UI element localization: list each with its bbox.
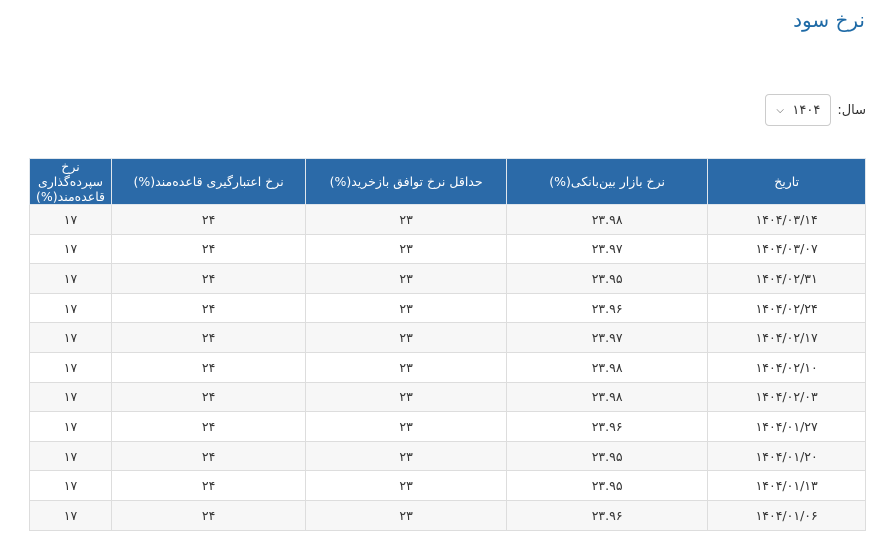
- table-row: ۱۴۰۴/۰۱/۱۳ ۲۳.۹۵ ۲۳ ۲۴ ۱۷: [28, 470, 866, 501]
- cell-min-repo-rate: ۲۳: [305, 204, 507, 235]
- cell-lending-facility-rate: ۲۴: [111, 499, 307, 531]
- cell-min-repo-rate: ۲۳: [305, 470, 507, 501]
- cell-min-repo-rate: ۲۳: [305, 381, 507, 413]
- cell-deposit-facility-rate: ۱۷: [28, 381, 113, 413]
- cell-date: ۱۴۰۴/۰۱/۲۷: [707, 411, 866, 442]
- cell-min-repo-rate: ۲۳: [305, 440, 507, 472]
- table-header-row: تاریخ نرخ بازار بین‌بانکی(%) حداقل نرخ ت…: [28, 158, 866, 205]
- header-deposit-facility-rate[interactable]: نرخ سپرده‌گذاری قاعده‌مند(%): [28, 158, 113, 205]
- cell-deposit-facility-rate: ۱۷: [28, 440, 113, 472]
- cell-interbank-rate: ۲۳.۹۶: [505, 292, 709, 324]
- year-label: سال:: [837, 102, 866, 118]
- cell-deposit-facility-rate: ۱۷: [28, 499, 113, 531]
- table-row: ۱۴۰۴/۰۲/۲۴ ۲۳.۹۶ ۲۳ ۲۴ ۱۷: [28, 292, 866, 324]
- chevron-down-icon: ⌵: [776, 104, 784, 116]
- cell-interbank-rate: ۲۳.۹۸: [505, 204, 709, 235]
- cell-min-repo-rate: ۲۳: [305, 499, 507, 531]
- table-row: ۱۴۰۴/۰۳/۱۴ ۲۳.۹۸ ۲۳ ۲۴ ۱۷: [28, 204, 866, 235]
- cell-lending-facility-rate: ۲۴: [111, 233, 307, 265]
- cell-date: ۱۴۰۴/۰۲/۳۱: [707, 263, 866, 294]
- table-row: ۱۴۰۴/۰۱/۰۶ ۲۳.۹۶ ۲۳ ۲۴ ۱۷: [28, 499, 866, 531]
- cell-date: ۱۴۰۴/۰۲/۱۰: [707, 351, 866, 383]
- cell-date: ۱۴۰۴/۰۳/۱۴: [707, 204, 866, 235]
- cell-lending-facility-rate: ۲۴: [111, 292, 307, 324]
- page-title: نرخ سود: [793, 8, 865, 32]
- cell-date: ۱۴۰۴/۰۳/۰۷: [707, 233, 866, 265]
- cell-lending-facility-rate: ۲۴: [111, 204, 307, 235]
- cell-interbank-rate: ۲۳.۹۸: [505, 351, 709, 383]
- cell-deposit-facility-rate: ۱۷: [28, 470, 113, 501]
- cell-date: ۱۴۰۴/۰۱/۱۳: [707, 470, 866, 501]
- header-lending-facility-rate[interactable]: نرخ اعتبارگیری قاعده‌مند(%): [111, 158, 307, 205]
- cell-date: ۱۴۰۴/۰۲/۲۴: [707, 292, 866, 324]
- cell-date: ۱۴۰۴/۰۱/۰۶: [707, 499, 866, 531]
- table-row: ۱۴۰۴/۰۲/۱۰ ۲۳.۹۸ ۲۳ ۲۴ ۱۷: [28, 351, 866, 383]
- cell-interbank-rate: ۲۳.۹۸: [505, 381, 709, 413]
- cell-interbank-rate: ۲۳.۹۷: [505, 322, 709, 353]
- cell-interbank-rate: ۲۳.۹۵: [505, 470, 709, 501]
- cell-deposit-facility-rate: ۱۷: [28, 411, 113, 442]
- cell-lending-facility-rate: ۲۴: [111, 263, 307, 294]
- cell-lending-facility-rate: ۲۴: [111, 411, 307, 442]
- cell-deposit-facility-rate: ۱۷: [28, 204, 113, 235]
- cell-min-repo-rate: ۲۳: [305, 263, 507, 294]
- cell-lending-facility-rate: ۲۴: [111, 322, 307, 353]
- cell-min-repo-rate: ۲۳: [305, 292, 507, 324]
- cell-min-repo-rate: ۲۳: [305, 411, 507, 442]
- cell-deposit-facility-rate: ۱۷: [28, 351, 113, 383]
- cell-lending-facility-rate: ۲۴: [111, 440, 307, 472]
- cell-interbank-rate: ۲۳.۹۵: [505, 263, 709, 294]
- table-row: ۱۴۰۴/۰۱/۲۰ ۲۳.۹۵ ۲۳ ۲۴ ۱۷: [28, 440, 866, 472]
- year-value: ۱۴۰۴: [792, 102, 821, 118]
- header-date[interactable]: تاریخ: [707, 158, 866, 205]
- table-row: ۱۴۰۴/۰۱/۲۷ ۲۳.۹۶ ۲۳ ۲۴ ۱۷: [28, 411, 866, 442]
- cell-interbank-rate: ۲۳.۹۷: [505, 233, 709, 265]
- cell-lending-facility-rate: ۲۴: [111, 381, 307, 413]
- interest-rate-table: تاریخ نرخ بازار بین‌بانکی(%) حداقل نرخ ت…: [28, 158, 866, 531]
- cell-date: ۱۴۰۴/۰۲/۱۷: [707, 322, 866, 353]
- table-row: ۱۴۰۴/۰۲/۱۷ ۲۳.۹۷ ۲۳ ۲۴ ۱۷: [28, 322, 866, 353]
- cell-min-repo-rate: ۲۳: [305, 322, 507, 353]
- cell-interbank-rate: ۲۳.۹۶: [505, 499, 709, 531]
- table-row: ۱۴۰۴/۰۲/۰۳ ۲۳.۹۸ ۲۳ ۲۴ ۱۷: [28, 381, 866, 413]
- table-row: ۱۴۰۴/۰۳/۰۷ ۲۳.۹۷ ۲۳ ۲۴ ۱۷: [28, 233, 866, 265]
- cell-interbank-rate: ۲۳.۹۶: [505, 411, 709, 442]
- cell-deposit-facility-rate: ۱۷: [28, 233, 113, 265]
- table-row: ۱۴۰۴/۰۲/۳۱ ۲۳.۹۵ ۲۳ ۲۴ ۱۷: [28, 263, 866, 294]
- cell-lending-facility-rate: ۲۴: [111, 470, 307, 501]
- cell-deposit-facility-rate: ۱۷: [28, 292, 113, 324]
- cell-date: ۱۴۰۴/۰۲/۰۳: [707, 381, 866, 413]
- header-interbank-rate[interactable]: نرخ بازار بین‌بانکی(%): [505, 158, 709, 205]
- cell-date: ۱۴۰۴/۰۱/۲۰: [707, 440, 866, 472]
- cell-lending-facility-rate: ۲۴: [111, 351, 307, 383]
- cell-min-repo-rate: ۲۳: [305, 233, 507, 265]
- year-filter: سال: ۱۴۰۴ ⌵: [765, 94, 866, 126]
- header-min-repo-rate[interactable]: حداقل نرخ توافق بازخرید(%): [305, 158, 507, 205]
- cell-deposit-facility-rate: ۱۷: [28, 322, 113, 353]
- cell-deposit-facility-rate: ۱۷: [28, 263, 113, 294]
- cell-interbank-rate: ۲۳.۹۵: [505, 440, 709, 472]
- year-select[interactable]: ۱۴۰۴ ⌵: [765, 94, 832, 126]
- cell-min-repo-rate: ۲۳: [305, 351, 507, 383]
